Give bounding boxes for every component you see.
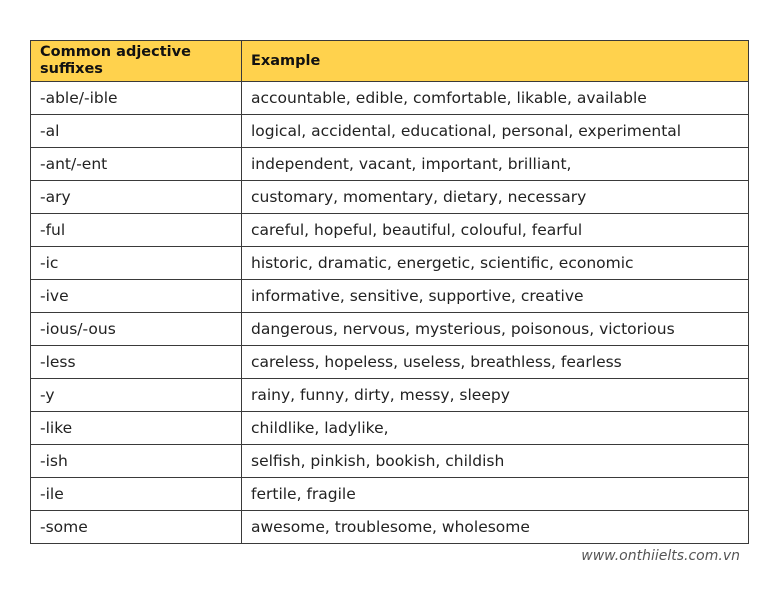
table-row: -less careless, hopeless, useless, breath… bbox=[30, 345, 749, 379]
table-header: Common adjective suffixes Example bbox=[30, 40, 749, 82]
table-row: -ic historic, dramatic, energetic, scient… bbox=[30, 246, 749, 280]
table-row: -ive informative, sensitive, supportive, … bbox=[30, 279, 749, 313]
adjective-suffix-table: Common adjective suffixes Example -able/… bbox=[30, 40, 749, 544]
example-cell: dangerous, nervous, mysterious, poisonou… bbox=[241, 312, 749, 346]
suffix-cell: -al bbox=[30, 114, 242, 148]
example-cell: careful, hopeful, beautiful, colouful, f… bbox=[241, 213, 749, 247]
table-row: -al logical, accidental, educational, per… bbox=[30, 114, 749, 148]
table-body: -able/-ible accountable, edible, comforta… bbox=[30, 81, 749, 544]
suffix-cell: -like bbox=[30, 411, 242, 445]
table-row: -ful careful, hopeful, beautiful, coloufu… bbox=[30, 213, 749, 247]
example-cell: customary, momentary, dietary, necessary bbox=[241, 180, 749, 214]
table-row: -some awesome, troublesome, wholesome bbox=[30, 510, 749, 544]
header-example: Example bbox=[241, 40, 749, 82]
suffix-cell: -ary bbox=[30, 180, 242, 214]
suffix-cell: -ish bbox=[30, 444, 242, 478]
table-row: -able/-ible accountable, edible, comforta… bbox=[30, 81, 749, 115]
suffix-cell: -ive bbox=[30, 279, 242, 313]
example-cell: rainy, funny, dirty, messy, sleepy bbox=[241, 378, 749, 412]
header-row: Common adjective suffixes Example bbox=[30, 40, 749, 82]
suffix-cell: -ic bbox=[30, 246, 242, 280]
suffix-cell: -some bbox=[30, 510, 242, 544]
example-cell: childlike, ladylike, bbox=[241, 411, 749, 445]
suffix-cell: -ant/-ent bbox=[30, 147, 242, 181]
example-cell: logical, accidental, educational, person… bbox=[241, 114, 749, 148]
suffix-cell: -ful bbox=[30, 213, 242, 247]
suffix-table-container: Common adjective suffixes Example -able/… bbox=[30, 40, 749, 544]
header-suffixes: Common adjective suffixes bbox=[30, 40, 242, 82]
table-row: -ish selfish, pinkish, bookish, childish bbox=[30, 444, 749, 478]
suffix-cell: -ious/-ous bbox=[30, 312, 242, 346]
example-cell: accountable, edible, comfortable, likabl… bbox=[241, 81, 749, 115]
suffix-cell: -able/-ible bbox=[30, 81, 242, 115]
table-row: -ile fertile, fragile bbox=[30, 477, 749, 511]
example-cell: awesome, troublesome, wholesome bbox=[241, 510, 749, 544]
example-cell: independent, vacant, important, brillian… bbox=[241, 147, 749, 181]
suffix-cell: -y bbox=[30, 378, 242, 412]
example-cell: informative, sensitive, supportive, crea… bbox=[241, 279, 749, 313]
example-cell: careless, hopeless, useless, breathless,… bbox=[241, 345, 749, 379]
suffix-cell: -less bbox=[30, 345, 242, 379]
watermark: www.onthiielts.com.vn bbox=[581, 548, 740, 564]
table-row: -like childlike, ladylike, bbox=[30, 411, 749, 445]
example-cell: fertile, fragile bbox=[241, 477, 749, 511]
example-cell: historic, dramatic, energetic, scientifi… bbox=[241, 246, 749, 280]
table-row: -y rainy, funny, dirty, messy, sleepy bbox=[30, 378, 749, 412]
table-row: -ious/-ous dangerous, nervous, mysterious… bbox=[30, 312, 749, 346]
example-cell: selfish, pinkish, bookish, childish bbox=[241, 444, 749, 478]
table-row: -ant/-ent independent, vacant, important,… bbox=[30, 147, 749, 181]
suffix-cell: -ile bbox=[30, 477, 242, 511]
table-row: -ary customary, momentary, dietary, neces… bbox=[30, 180, 749, 214]
